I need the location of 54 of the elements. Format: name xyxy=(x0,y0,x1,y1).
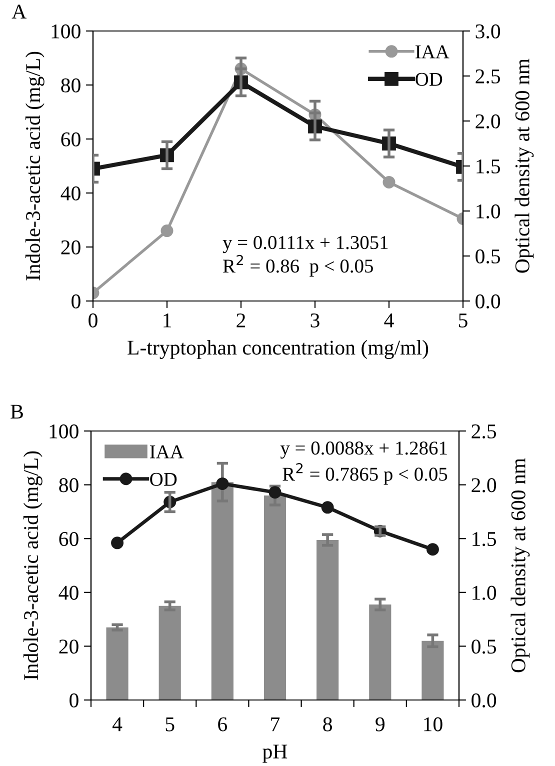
y2-tick-label: 0.5 xyxy=(472,640,496,654)
y2-tick-label: 1.5 xyxy=(472,532,496,546)
y2-axis-title: Optical density at 600 nm xyxy=(510,458,530,672)
y-tick-label: 60 xyxy=(59,532,78,546)
x-tick-label: 2 xyxy=(236,313,246,328)
x-tick-label: 8 xyxy=(323,717,332,732)
x-tick-label: 5 xyxy=(459,314,468,328)
y-tick-label: 80 xyxy=(61,78,80,92)
chart-title: A xyxy=(12,4,26,18)
y2-tick-label: 2.5 xyxy=(476,69,500,84)
legend-label: IAA xyxy=(416,45,450,58)
y-tick-label: 20 xyxy=(61,240,80,254)
y2-axis-title: Optical density at 600 nm xyxy=(514,58,534,273)
x-axis-title: pH xyxy=(262,744,288,763)
x-tick-label: 5 xyxy=(166,717,174,732)
y2-tick-label: 0.0 xyxy=(472,693,496,708)
x-tick-label: 0 xyxy=(88,313,98,328)
x-tick-label: 4 xyxy=(112,717,122,732)
legend-label: OD xyxy=(416,72,442,86)
annotation: y = 0.0111x + 1.3051 xyxy=(222,236,388,254)
x-tick-label: 1 xyxy=(164,314,171,328)
y2-tick-label: 2.0 xyxy=(472,478,496,492)
y2-tick-label: 3.0 xyxy=(476,24,500,39)
y2-tick-label: 2.0 xyxy=(476,114,500,129)
y2-tick-label: 0.0 xyxy=(476,294,500,309)
y2-tick-label: 1.5 xyxy=(476,159,500,174)
y2-tick-label: 0.5 xyxy=(476,249,500,264)
chart-title: B xyxy=(10,404,23,419)
annotation: y = 0.0088x + 1.2861 xyxy=(280,442,447,459)
y-tick-label: 40 xyxy=(58,586,78,600)
x-tick-label: 10 xyxy=(424,717,442,732)
y-axis-title: Indole-3-acetic acid (mg/L) xyxy=(25,52,44,280)
y2-tick-label: 1.0 xyxy=(472,586,496,600)
x-axis-title: L-tryptophan concentration (mg/ml) xyxy=(128,340,428,359)
y-axis-title: Indole-3-acetic acid (mg/L) xyxy=(23,451,42,680)
y-tick-label: 0 xyxy=(70,693,78,708)
y-tick-label: 60 xyxy=(61,132,80,146)
annotation: R$^{2}$ = 0.86 p < 0.05 xyxy=(223,254,373,277)
y2-tick-label: 1.0 xyxy=(476,204,500,219)
y-tick-label: 100 xyxy=(50,424,78,438)
y-tick-label: 20 xyxy=(59,640,78,654)
legend-label: OD xyxy=(150,472,177,486)
y2-tick-label: 2.5 xyxy=(472,424,496,439)
x-tick-label: 6 xyxy=(218,717,228,732)
y-tick-label: 100 xyxy=(52,24,80,38)
legend-label: IAA xyxy=(150,445,184,458)
y-tick-label: 80 xyxy=(59,478,78,492)
y-tick-label: 40 xyxy=(60,186,80,200)
annotation: R$^{2}$ = 0.7865 p < 0.05 xyxy=(282,463,448,485)
x-tick-label: 4 xyxy=(384,314,394,328)
y-tick-label: 0 xyxy=(72,294,80,308)
x-tick-label: 7 xyxy=(271,717,280,732)
x-tick-label: 3 xyxy=(310,313,320,328)
x-tick-label: 9 xyxy=(376,717,384,732)
